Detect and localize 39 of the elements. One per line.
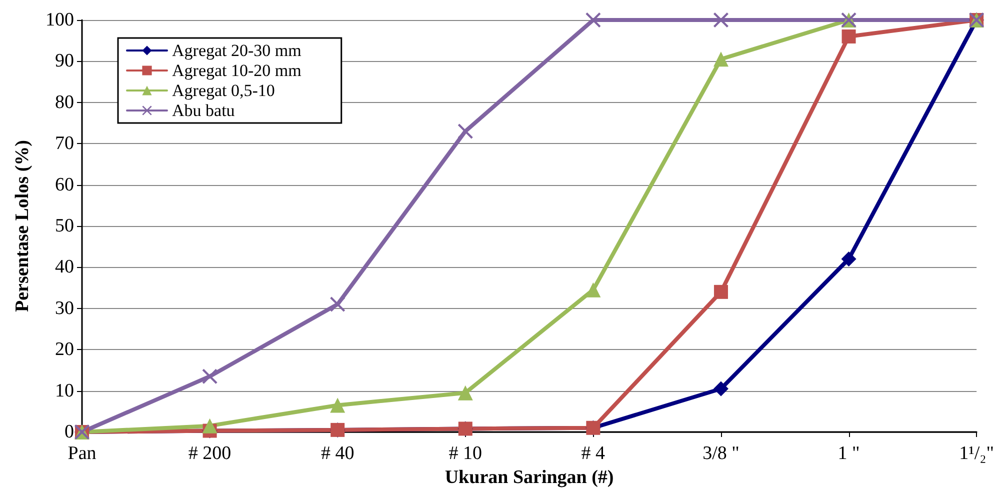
point: [713, 12, 728, 28]
y-tick-label: 90: [55, 50, 74, 72]
y-tick-label: 10: [55, 380, 74, 402]
x-tick-label: # 10: [448, 443, 482, 464]
x-tick-label: # 4: [581, 443, 606, 464]
point: [458, 385, 473, 400]
x-tick-label: 1¹/₂": [959, 443, 994, 464]
point: [713, 52, 728, 67]
y-tick-label: 70: [55, 133, 74, 154]
x-tick-label: # 200: [188, 443, 232, 464]
point: [330, 296, 346, 312]
point: [330, 398, 346, 413]
y-tick-label: 60: [55, 174, 74, 196]
point: [202, 418, 218, 434]
y-tick-label: 100: [46, 10, 74, 30]
x-tick-label: 3/8 ": [702, 443, 740, 464]
x-tick-label: # 40: [320, 443, 354, 464]
point: [458, 124, 473, 139]
x-tick-label: Pan: [68, 443, 97, 464]
point: [842, 29, 856, 44]
y-tick-label: 40: [55, 256, 74, 278]
point: [713, 381, 728, 396]
y-tick-label: 80: [55, 92, 74, 113]
point: [586, 282, 601, 298]
y-tick-label: 30: [55, 298, 74, 319]
y-tick-label: 50: [55, 216, 74, 236]
legend-label: Agregat 10-20 mm: [172, 61, 302, 80]
legend-label: Abu batu: [172, 101, 236, 120]
point: [202, 368, 218, 384]
y-tick-label: 0: [64, 422, 74, 442]
x-axis-title: Ukuran Saringan (#): [444, 467, 614, 488]
legend-label: Agregat 20-30 mm: [172, 41, 302, 60]
point: [586, 12, 601, 28]
y-tick-label: 20: [55, 339, 74, 360]
legend-label: Agregat 0,5-10: [172, 81, 275, 100]
point: [841, 251, 856, 266]
y-axis-title: Persentase Lolos (%): [12, 140, 33, 312]
x-tick-label: 1 ": [838, 443, 860, 464]
point: [714, 284, 728, 299]
